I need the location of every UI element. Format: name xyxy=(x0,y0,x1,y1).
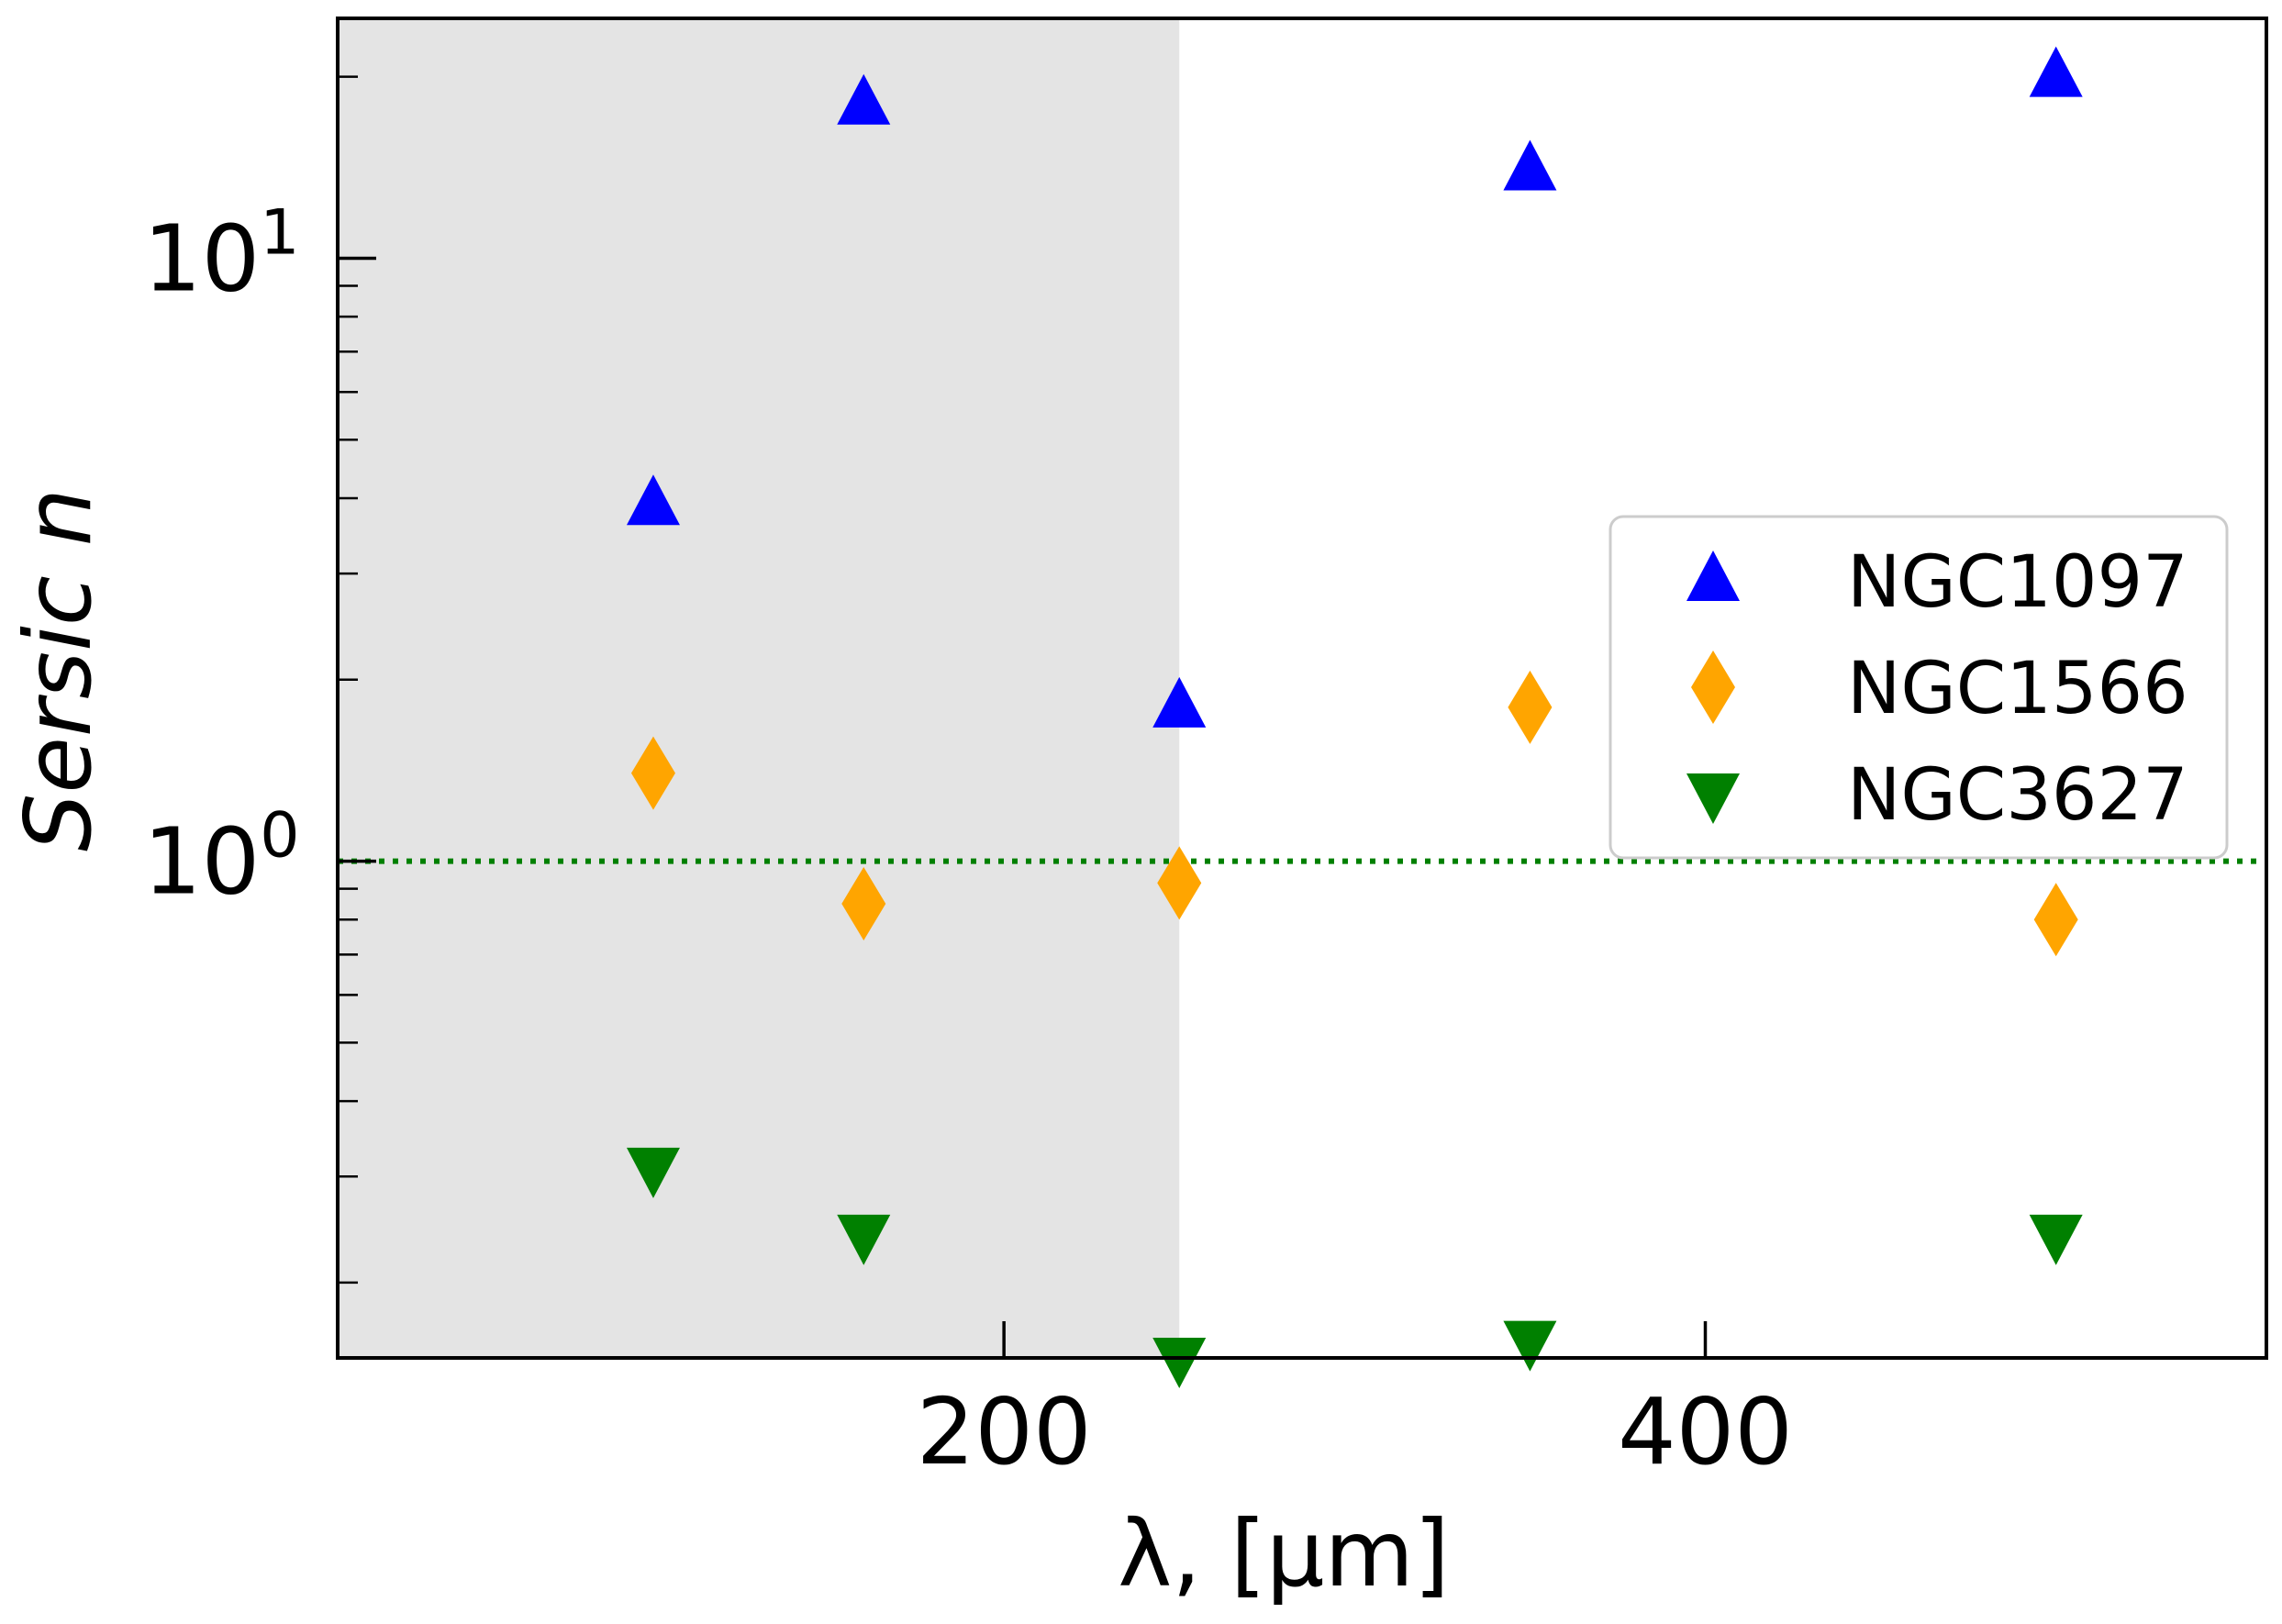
legend-label-ngc1097: NGC1097 xyxy=(1847,541,2188,624)
plot-area xyxy=(338,18,2266,1388)
shaded-region xyxy=(338,18,1180,1358)
data-point-ngc1097-1 xyxy=(837,73,891,125)
x-tick-label-400: 400 xyxy=(1618,1378,1793,1485)
legend-box xyxy=(1609,515,2229,860)
data-point-ngc1097-0 xyxy=(626,474,680,526)
legend-marker-ngc3627 xyxy=(1686,773,1740,824)
legend-label-ngc1566: NGC1566 xyxy=(1847,648,2188,730)
data-point-ngc1566-1 xyxy=(841,866,886,940)
x-axis-label: λ, [μm] xyxy=(1118,1500,1450,1607)
y-tick-label-10: 101 xyxy=(143,196,300,312)
data-point-ngc3627-0 xyxy=(626,1147,680,1198)
data-point-ngc1566-3 xyxy=(1508,670,1553,744)
data-point-ngc1566-0 xyxy=(630,736,675,810)
data-point-ngc1566-2 xyxy=(1157,846,1202,920)
legend-marker-ngc1566 xyxy=(1691,651,1735,724)
legend-marker-ngc1097 xyxy=(1686,551,1740,601)
y-tick-label-1: 100 xyxy=(143,800,300,916)
data-point-ngc1097-2 xyxy=(1152,676,1207,728)
y-axis-label: Sersic n xyxy=(5,488,112,851)
data-point-ngc3627-3 xyxy=(1503,1320,1557,1372)
x-tick-label-200: 200 xyxy=(917,1378,1092,1485)
data-point-ngc1097-4 xyxy=(2029,46,2083,97)
data-point-ngc1566-4 xyxy=(2033,883,2078,957)
data-point-ngc3627-1 xyxy=(837,1214,891,1265)
legend-label-ngc3627: NGC3627 xyxy=(1847,754,2188,837)
data-point-ngc3627-4 xyxy=(2029,1214,2083,1265)
axes: 200 400 100 101 λ, [μm] Sersic n xyxy=(5,17,2268,1607)
legend: NGC1097 NGC1566 NGC3627 xyxy=(1609,515,2229,860)
data-point-ngc3627-2 xyxy=(1152,1338,1207,1388)
plot-frame xyxy=(336,17,2268,1360)
data-point-ngc1097-3 xyxy=(1503,139,1557,191)
